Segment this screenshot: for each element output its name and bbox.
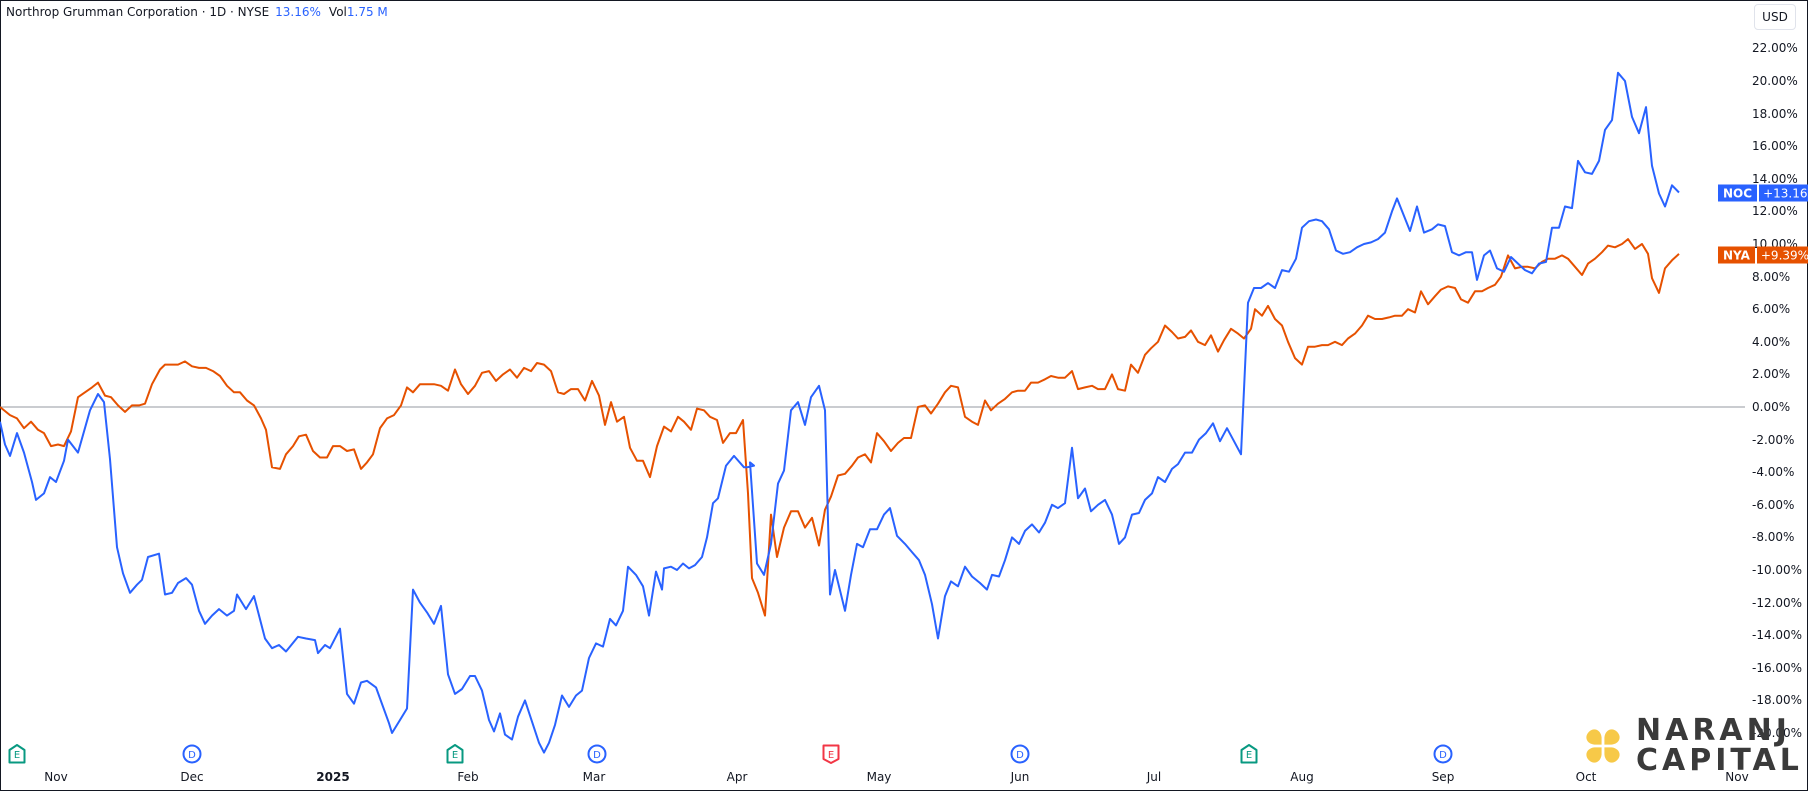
svg-text:E: E	[452, 750, 458, 761]
y-axis-tick: 2.00%	[1752, 367, 1791, 382]
noc-series-line	[0, 71, 1680, 754]
nya-price-badge: NYA +9.39%	[1718, 246, 1808, 264]
x-axis-tick: Oct	[1575, 770, 1597, 784]
y-axis-tick: 14.00%	[1752, 171, 1798, 186]
y-axis-tick: 18.00%	[1752, 106, 1798, 121]
x-axis-tick: Jun	[1010, 770, 1030, 784]
earnings-marker-icon[interactable]: E	[1239, 743, 1259, 765]
dividend-marker-icon[interactable]: D	[1433, 743, 1453, 765]
y-axis-tick: -4.00%	[1752, 465, 1795, 480]
y-axis-tick: 16.00%	[1752, 139, 1798, 154]
y-axis-tick: -6.00%	[1752, 497, 1795, 512]
y-axis-tick: -14.00%	[1752, 628, 1803, 643]
x-axis-tick: Mar	[582, 770, 606, 784]
y-axis-tick: -10.00%	[1752, 563, 1803, 577]
change-value: 13.16%	[275, 5, 321, 19]
naranj-logo-icon	[1586, 729, 1620, 763]
dividend-marker-icon[interactable]: D	[587, 743, 607, 765]
y-axis-tick: 8.00%	[1752, 269, 1791, 284]
y-axis-tick: -20.00%	[1752, 726, 1803, 740]
earnings-marker-icon[interactable]: E	[445, 743, 465, 765]
svg-text:D: D	[188, 750, 196, 761]
x-axis-tick: Aug	[1290, 770, 1314, 784]
x-axis-tick: Apr	[726, 770, 748, 784]
chart-legend: Northrop Grumman Corporation · 1D · NYSE…	[6, 5, 388, 19]
volume-label-text: Vol	[328, 5, 347, 19]
volume-label: Vol1.75 M	[329, 5, 388, 19]
x-axis-tick: Nov	[1725, 770, 1749, 784]
y-axis-tick: 20.00%	[1752, 74, 1798, 88]
x-axis-tick: Jul	[1146, 770, 1162, 784]
svg-text:D: D	[1439, 750, 1447, 761]
watermark-line2: CAPITAL	[1636, 743, 1803, 778]
nya-series-line	[0, 238, 1680, 617]
x-axis-tick: Feb	[457, 770, 479, 784]
svg-text:E: E	[828, 750, 834, 761]
watermark-line1: NARANJ	[1636, 713, 1791, 748]
volume-value: 1.75 M	[346, 5, 388, 19]
x-axis-tick: Dec	[180, 770, 204, 784]
y-axis-tick: -8.00%	[1752, 530, 1795, 545]
badge-symbol: NOC	[1718, 184, 1758, 202]
symbol-title: Northrop Grumman Corporation · 1D · NYSE	[6, 5, 270, 19]
x-axis-tick: May	[866, 770, 892, 784]
y-axis-tick: 22.00%	[1752, 41, 1798, 56]
earnings-marker-icon[interactable]: E	[821, 743, 841, 765]
y-axis-tick: -12.00%	[1752, 595, 1803, 610]
y-axis-tick: -16.00%	[1752, 660, 1803, 675]
y-axis-tick: -18.00%	[1752, 693, 1803, 708]
currency-button[interactable]: USD	[1754, 4, 1796, 30]
naranj-capital-watermark: NARANJ CAPITAL	[1580, 716, 1803, 776]
watermark-text: NARANJ CAPITAL	[1636, 716, 1803, 776]
badge-value: +9.39%	[1756, 246, 1808, 264]
svg-text:D: D	[1016, 750, 1024, 761]
dividend-marker-icon[interactable]: D	[1010, 743, 1030, 765]
noc-price-badge: NOC+13.16%	[1718, 184, 1808, 202]
y-axis-tick: 0.00%	[1752, 400, 1791, 414]
earnings-marker-icon[interactable]: E	[7, 743, 27, 765]
x-axis-tick: 2025	[316, 770, 350, 784]
y-axis-tick: 4.00%	[1752, 334, 1791, 349]
y-axis-tick: 6.00%	[1752, 302, 1791, 317]
y-axis-tick: 12.00%	[1752, 204, 1798, 219]
x-axis-tick: Nov	[44, 770, 68, 784]
svg-text:D: D	[593, 750, 601, 761]
svg-text:E: E	[1246, 750, 1252, 761]
badge-value: +13.16%	[1759, 184, 1808, 202]
badge-symbol: NYA	[1718, 246, 1755, 264]
y-axis-tick: -2.00%	[1752, 432, 1795, 447]
svg-text:E: E	[14, 750, 20, 761]
dividend-marker-icon[interactable]: D	[182, 743, 202, 765]
x-axis-tick: Sep	[1431, 770, 1455, 784]
